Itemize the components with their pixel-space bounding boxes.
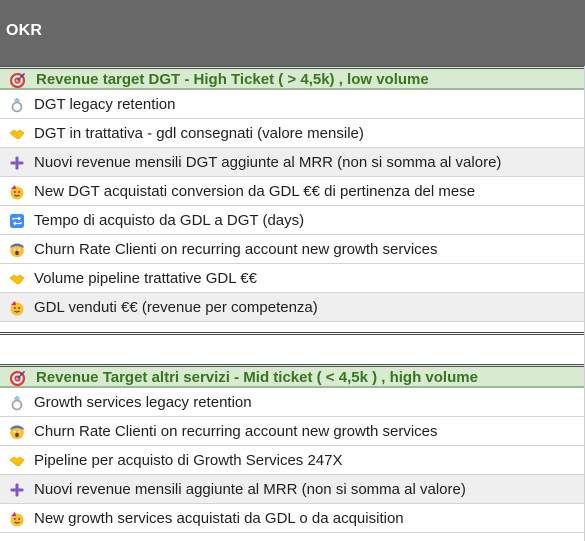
ring-icon (11, 97, 23, 113)
row-label: GDL venduti €€ (revenue per competenza) (34, 299, 318, 316)
list-item[interactable]: Churn Rate Clienti on recurring account … (0, 235, 585, 264)
row-label: Churn Rate Clienti on recurring account … (34, 423, 438, 440)
screaming-face-icon (10, 243, 24, 258)
list-item[interactable]: GDL venduti €€ (revenue per competenza) (0, 293, 585, 322)
row-label: DGT in trattativa - gdl consegnati (valo… (34, 125, 364, 142)
section-header[interactable]: Revenue Target altri servizi - Mid ticke… (0, 364, 585, 388)
section-title: Revenue Target altri servizi - Mid ticke… (36, 369, 478, 386)
row-label: Nuovi revenue mensili DGT aggiunte al MR… (34, 154, 502, 171)
section-revenue-dgt: Revenue target DGT - High Ticket ( > 4,5… (0, 66, 585, 322)
list-item[interactable]: DGT in trattativa - gdl consegnati (valo… (0, 119, 585, 148)
list-item[interactable]: Churn Rate Clienti on recurring account … (0, 417, 585, 446)
list-item[interactable]: Nuovi revenue mensili DGT aggiunte al MR… (0, 148, 585, 177)
handshake-icon (9, 129, 25, 140)
row-label: Churn Rate Clienti on recurring account … (34, 241, 438, 258)
plus-icon (10, 483, 24, 497)
row-label: DGT legacy retention (34, 96, 176, 113)
row-label: Nuovi revenue mensili aggiunte al MRR (n… (34, 481, 466, 498)
row-label: New growth services acquistati da GDL o … (34, 510, 404, 527)
list-item[interactable]: New DGT acquistati conversion da GDL €€ … (0, 177, 585, 206)
okr-header: OKR (0, 0, 585, 67)
section-divider (0, 332, 585, 358)
row-label: New DGT acquistati conversion da GDL €€ … (34, 183, 476, 200)
row-label: Growth services legacy retention (34, 394, 252, 411)
repeat-icon (10, 214, 24, 228)
page-title: OKR (6, 22, 43, 39)
plus-icon (10, 156, 24, 170)
ring-icon (11, 395, 23, 411)
row-label: Pipeline per acquisto di Growth Services… (34, 452, 343, 469)
list-item[interactable]: DGT legacy retention (0, 90, 585, 119)
list-item[interactable]: New growth services acquistati da GDL o … (0, 504, 585, 533)
row-label: Volume pipeline trattative GDL €€ (34, 270, 257, 287)
list-item[interactable]: Growth services legacy retention (0, 388, 585, 417)
row-label: Tempo di acquisto da GDL a DGT (days) (34, 212, 305, 229)
handshake-icon (9, 274, 25, 285)
screaming-face-icon (10, 425, 24, 440)
party-face-icon (10, 512, 24, 527)
list-item[interactable]: Tempo di acquisto da GDL a DGT (days) (0, 206, 585, 235)
party-face-icon (10, 301, 24, 316)
section-header[interactable]: Revenue target DGT - High Ticket ( > 4,5… (0, 66, 585, 90)
list-item[interactable]: Pipeline per acquisto di Growth Services… (0, 446, 585, 475)
party-face-icon (10, 185, 24, 200)
list-item[interactable]: Nuovi revenue mensili aggiunte al MRR (n… (0, 475, 585, 504)
section-revenue-altri-servizi: Revenue Target altri servizi - Mid ticke… (0, 364, 585, 533)
target-icon (9, 72, 26, 89)
section-title: Revenue target DGT - High Ticket ( > 4,5… (36, 71, 429, 88)
handshake-icon (9, 456, 25, 467)
list-item[interactable]: Volume pipeline trattative GDL €€ (0, 264, 585, 293)
target-icon (9, 370, 26, 387)
